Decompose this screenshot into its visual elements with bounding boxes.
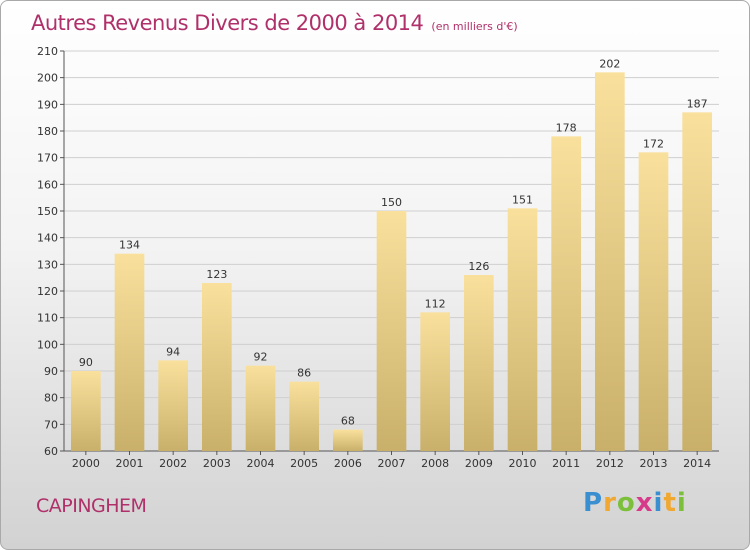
bar-2007 (376, 211, 407, 451)
y-tick-label: 210 (37, 45, 58, 58)
x-tick-label: 2012 (596, 457, 624, 470)
bar-2008 (420, 312, 451, 451)
x-tick-label: 2007 (378, 457, 406, 470)
bar-2014 (682, 112, 713, 451)
y-tick-label: 110 (37, 312, 58, 325)
x-tick-label: 2004 (247, 457, 275, 470)
logo-letter: x (635, 488, 654, 518)
data-label: 172 (643, 137, 664, 150)
data-label: 134 (119, 239, 140, 252)
logo-letter: i (653, 488, 664, 518)
data-label: 150 (381, 196, 402, 209)
bar-2010 (507, 208, 538, 451)
bar-2006 (332, 429, 363, 451)
y-tick-label: 60 (44, 445, 58, 458)
bar-2005 (289, 381, 320, 451)
data-label: 112 (425, 297, 446, 310)
y-tick-label: 90 (44, 365, 58, 378)
logo-letter: i (676, 488, 687, 518)
y-tick-label: 180 (37, 125, 58, 138)
data-label: 151 (512, 193, 533, 206)
logo-letter: r (603, 488, 617, 518)
proxiti-logo[interactable]: Proxiti (583, 488, 687, 518)
x-tick-label: 2008 (421, 457, 449, 470)
x-tick-label: 2003 (203, 457, 231, 470)
y-tick-label: 80 (44, 392, 58, 405)
bar-2004 (245, 365, 276, 451)
logo-letter: o (616, 488, 636, 518)
data-label: 123 (206, 268, 227, 281)
x-tick-label: 2006 (334, 457, 362, 470)
y-tick-label: 100 (37, 338, 58, 351)
x-tick-label: 2010 (509, 457, 537, 470)
bar-2009 (463, 275, 494, 451)
x-tick-label: 2001 (116, 457, 144, 470)
data-label: 86 (297, 367, 311, 380)
bars: 90 134 94 123 92 86 68 150 112 126 151 178 202 172 187 (70, 57, 713, 452)
y-tick-label: 70 (44, 418, 58, 431)
x-tick-label: 2014 (683, 457, 711, 470)
x-tick-label: 2011 (552, 457, 580, 470)
data-label: 126 (468, 260, 489, 273)
x-tick-label: 2005 (290, 457, 318, 470)
y-tick-label: 190 (37, 98, 58, 111)
data-label: 178 (556, 121, 577, 134)
y-tick-label: 150 (37, 205, 58, 218)
logo-letter: P (583, 488, 604, 518)
bar-2001 (114, 253, 145, 451)
y-tick-label: 170 (37, 152, 58, 165)
bar-2000 (70, 371, 101, 451)
y-tick-label: 160 (37, 178, 58, 191)
data-label: 187 (687, 97, 708, 110)
data-label: 92 (254, 351, 268, 364)
logo-letter: t (663, 488, 677, 518)
x-tick-label: 2000 (72, 457, 100, 470)
y-tick-label: 200 (37, 72, 58, 85)
bar-2011 (551, 136, 582, 452)
bar-2012 (594, 72, 625, 451)
y-tick-label: 120 (37, 285, 58, 298)
x-tick-label: 2013 (640, 457, 668, 470)
data-label: 94 (166, 345, 180, 358)
data-label: 90 (79, 356, 93, 369)
data-label: 68 (341, 415, 355, 428)
x-tick-label: 2009 (465, 457, 493, 470)
data-label: 202 (599, 57, 620, 70)
bar-2013 (638, 152, 669, 452)
chart-title: Autres Revenus Divers de 2000 à 2014 (31, 11, 424, 35)
y-tick-label: 140 (37, 232, 58, 245)
bar-2002 (158, 360, 189, 451)
y-tick-label: 130 (37, 258, 58, 271)
commune-name: CAPINGHEM (36, 495, 147, 517)
bar-2003 (201, 283, 232, 451)
title-row: Autres Revenus Divers de 2000 à 2014 (en … (31, 11, 518, 35)
x-tick-label: 2002 (159, 457, 187, 470)
chart-unit: (en milliers d'€) (431, 20, 518, 33)
